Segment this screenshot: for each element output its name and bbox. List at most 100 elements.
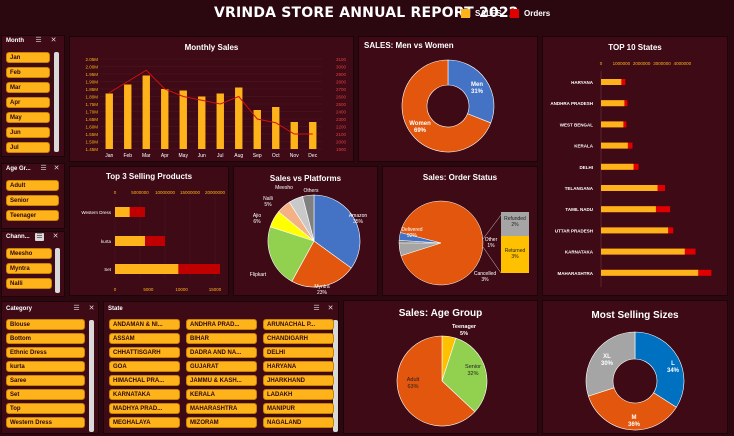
slicer-item[interactable]: Jan bbox=[6, 52, 50, 63]
clear-filter-icon[interactable]: ✕ bbox=[52, 233, 59, 240]
chart-title: Sales: Order Status bbox=[422, 173, 498, 182]
slicer-item[interactable]: MEGHALAYA bbox=[109, 417, 180, 428]
slicer-item[interactable]: Ethnic Dress bbox=[6, 347, 85, 358]
slicer-item[interactable]: Bottom bbox=[6, 333, 85, 344]
y-tick-label: 1.55M bbox=[85, 132, 98, 137]
bar-sales-total bbox=[115, 207, 145, 217]
multi-select-icon[interactable]: ☰ bbox=[35, 37, 42, 44]
panel-top10-states: TOP 10 States 0 1000000 2000000 3000000 4000… bbox=[542, 36, 728, 296]
slicer-item[interactable]: MADHYA PRAD... bbox=[109, 403, 180, 414]
bar-sales bbox=[601, 163, 634, 170]
x-tick-label: 0 bbox=[114, 287, 117, 292]
clear-filter-icon[interactable]: ✕ bbox=[88, 305, 95, 312]
x-tick-label: Jul bbox=[217, 153, 223, 159]
top10-states-chart: 0 1000000 2000000 3000000 4000000 HARYANA ANDH… bbox=[550, 61, 712, 287]
slicer-item[interactable]: Myntra bbox=[6, 263, 52, 274]
slicer-item[interactable]: Adult bbox=[6, 180, 59, 191]
slicer-item[interactable]: ASSAM bbox=[109, 333, 180, 344]
slicer-item[interactable]: Set bbox=[6, 389, 85, 400]
bar bbox=[142, 75, 150, 149]
y2-tick-label: 2100 bbox=[336, 132, 347, 137]
bar-sales bbox=[601, 185, 658, 191]
pie-slice-label: Cancelled bbox=[474, 271, 496, 277]
x-tick-label: Nov bbox=[290, 153, 299, 159]
pie-value-label: 3% bbox=[481, 277, 489, 283]
slicer-item[interactable]: CHANDIGARH bbox=[263, 333, 334, 344]
pie-slice bbox=[634, 331, 685, 408]
y-tick-label: TAMIL NADU bbox=[565, 207, 593, 212]
slicer-item[interactable]: GUJARAT bbox=[186, 361, 257, 372]
bar bbox=[235, 87, 243, 149]
slicer-item[interactable]: MANIPUR bbox=[263, 403, 334, 414]
slicer-item[interactable]: Senior bbox=[6, 195, 59, 206]
slicer-item[interactable]: HARYANA bbox=[263, 361, 334, 372]
bar bbox=[309, 122, 317, 149]
slicer-item[interactable]: DELHI bbox=[263, 347, 334, 358]
slicer-item[interactable]: Meesho bbox=[6, 248, 52, 259]
bar bbox=[179, 90, 187, 149]
slicer-item[interactable]: Apr bbox=[6, 97, 50, 108]
legend-orders-swatch bbox=[510, 9, 519, 18]
multi-select-icon[interactable]: ☰ bbox=[35, 233, 44, 241]
x-tick-label: 5000000 bbox=[131, 190, 149, 195]
slicer-item[interactable]: Teenager bbox=[6, 210, 59, 221]
clear-filter-icon[interactable]: ✕ bbox=[327, 305, 334, 312]
slicer-item[interactable]: KERALA bbox=[186, 389, 257, 400]
slicer-item[interactable]: Blouse bbox=[6, 319, 85, 330]
monthly-sales-chart: 1.45M 1.50M 1.55M 1.60M 1.65M 1.70M 1.75M 1.80M… bbox=[85, 57, 347, 159]
slicer-category-scrollbar[interactable] bbox=[89, 320, 94, 432]
bar-sales bbox=[601, 79, 622, 85]
panel-order-status: Sales: Order Status Delivered 92% Cancelle… bbox=[382, 166, 538, 296]
slicer-item[interactable]: ANDAMAN & NI... bbox=[109, 319, 180, 330]
multi-select-icon[interactable]: ☰ bbox=[313, 305, 320, 312]
slicer-item[interactable]: Mar bbox=[6, 82, 50, 93]
slicer-item[interactable]: Feb bbox=[6, 67, 50, 78]
slicer-item[interactable]: May bbox=[6, 112, 50, 123]
clear-filter-icon[interactable]: ✕ bbox=[53, 165, 60, 172]
clear-filter-icon[interactable]: ✕ bbox=[50, 37, 57, 44]
y-tick-label: HARYANA bbox=[571, 80, 594, 85]
slicer-item[interactable]: LADAKH bbox=[263, 389, 334, 400]
pie-slice-label: Senior bbox=[465, 364, 481, 370]
slicer-item[interactable]: JAMMU & KASH... bbox=[186, 375, 257, 386]
bar bbox=[290, 122, 298, 149]
multi-select-icon[interactable]: ☰ bbox=[73, 305, 80, 312]
multi-select-icon[interactable]: ☰ bbox=[40, 165, 47, 172]
bar-sales bbox=[601, 121, 624, 128]
pie-slice bbox=[313, 194, 361, 269]
chart-title: SALES: Men vs Women bbox=[364, 41, 454, 50]
pie-slice bbox=[588, 387, 677, 431]
y-tick-label: 2.00M bbox=[85, 65, 98, 70]
slicer-item[interactable]: MAHARASHTRA bbox=[186, 403, 257, 414]
slicer-item[interactable]: ARUNACHAL P... bbox=[263, 319, 334, 330]
slicer-channel-scrollbar[interactable] bbox=[55, 248, 60, 293]
y-tick-label: DELHI bbox=[580, 165, 594, 170]
order-status-chart: Delivered92%Cancelled3%Other1%Refunded2%… bbox=[398, 200, 529, 286]
slicer-item[interactable]: Jun bbox=[6, 127, 50, 138]
slicer-item[interactable]: JHARKHAND bbox=[263, 375, 334, 386]
slicer-item[interactable]: KARNATAKA bbox=[109, 389, 180, 400]
slicer-item[interactable]: Western Dress bbox=[6, 417, 85, 428]
slicer-item[interactable]: HIMACHAL PRA... bbox=[109, 375, 180, 386]
slicer-state-scrollbar[interactable] bbox=[333, 320, 338, 432]
y-tick-label: TELANGANA bbox=[565, 186, 594, 191]
slicer-item[interactable]: Nalli bbox=[6, 278, 52, 289]
chart-title: Top 3 Selling Products bbox=[105, 172, 193, 181]
slicer-month-scrollbar[interactable] bbox=[54, 52, 59, 152]
slicer-item[interactable]: NAGALAND bbox=[263, 417, 334, 428]
slicer-item[interactable]: GOA bbox=[109, 361, 180, 372]
slicer-item[interactable]: MIZORAM bbox=[186, 417, 257, 428]
pie-value-label: 6% bbox=[253, 219, 261, 225]
slicer-item[interactable]: Saree bbox=[6, 375, 85, 386]
slicer-item[interactable]: BIHAR bbox=[186, 333, 257, 344]
slicer-item[interactable]: ANDHRA PRAD... bbox=[186, 319, 257, 330]
slicer-item[interactable]: CHHATTISGARH bbox=[109, 347, 180, 358]
slicer-item[interactable]: Top bbox=[6, 403, 85, 414]
slicer-item[interactable]: kurta bbox=[6, 361, 85, 372]
bar-sales bbox=[601, 206, 656, 213]
slicer-item[interactable]: DADRA AND NA... bbox=[186, 347, 257, 358]
pie-value-label: 31% bbox=[471, 89, 484, 95]
chart-title: Monthly Sales bbox=[184, 43, 239, 52]
slicer-item[interactable]: Jul bbox=[6, 142, 50, 153]
